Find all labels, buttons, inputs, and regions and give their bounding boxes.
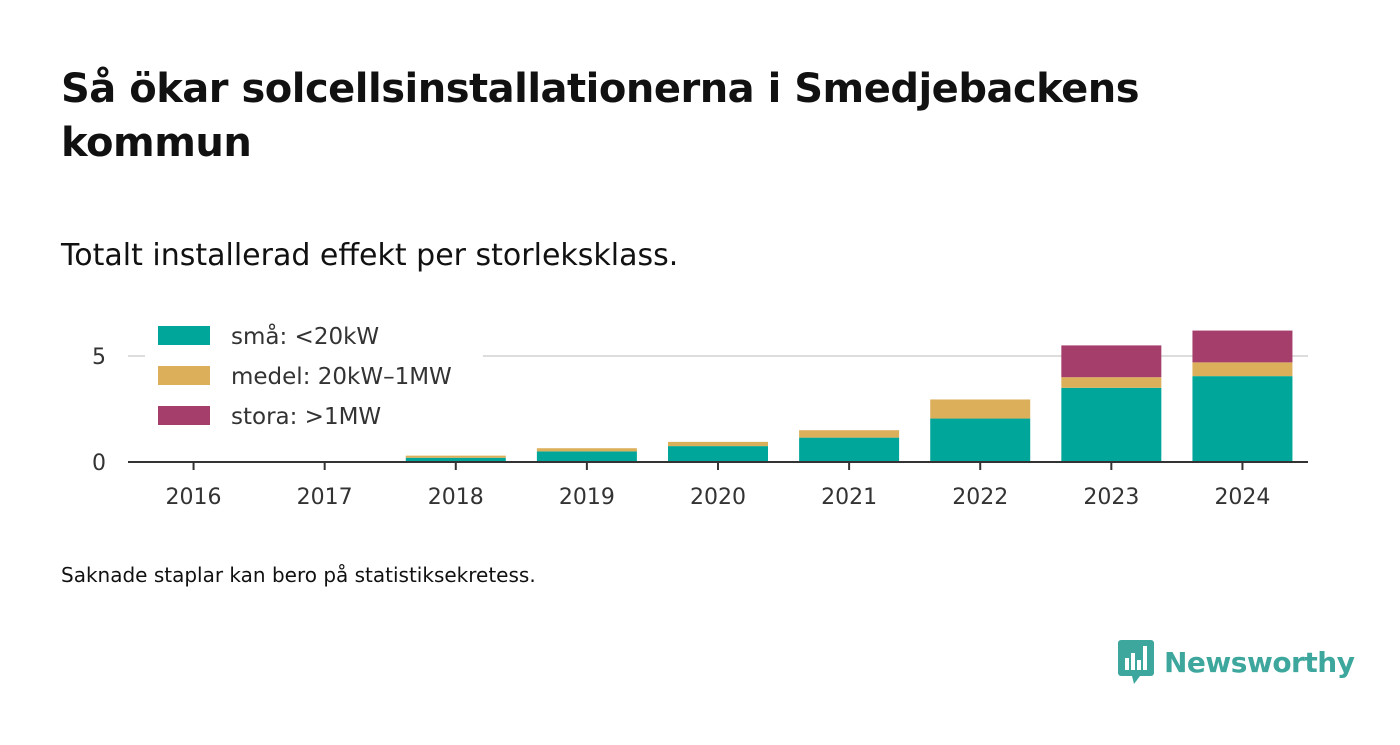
bar-segment-1 <box>405 457 506 462</box>
stacked-bar-chart: 05 2016 2017 2018 2019 2020 2021 2022 2023 2024 … <box>92 318 1308 510</box>
x-tick-label: 2018 <box>428 485 484 510</box>
x-tick-label: 2017 <box>297 485 353 510</box>
legend-swatch-1 <box>158 326 210 345</box>
bars <box>405 330 1293 462</box>
x-ticks: 2016 2017 2018 2019 2020 2021 2022 2023 2024 <box>166 462 1270 510</box>
x-tick-label: 2023 <box>1083 485 1139 510</box>
bar-segment-2 <box>1192 362 1293 377</box>
x-tick-label: 2019 <box>559 485 615 510</box>
bar-segment-1 <box>1192 376 1293 462</box>
bar-segment-2 <box>930 399 1031 419</box>
bar-segment-2 <box>799 430 900 438</box>
newsworthy-logo: Newsworthy <box>1118 640 1355 684</box>
bar-segment-2 <box>405 455 506 458</box>
bar-segment-1 <box>799 437 900 462</box>
footnote: Saknade staplar kan bero på statistiksek… <box>61 563 536 587</box>
x-tick-label: 2021 <box>821 485 877 510</box>
bar-segment-1 <box>536 451 637 462</box>
y-tick-label: 5 <box>92 345 106 370</box>
chart-subtitle: Totalt installerad effekt per storlekskl… <box>61 238 679 273</box>
bar-segment-3 <box>1192 330 1293 363</box>
bar-segment-1 <box>1061 387 1162 462</box>
newsworthy-logo-icon <box>1118 640 1154 684</box>
x-tick-label: 2016 <box>166 485 222 510</box>
legend-label-1: små: <20kW <box>231 322 379 350</box>
legend: små: <20kW medel: 20kW–1MW stora: >1MW <box>145 318 483 440</box>
bar-segment-2 <box>536 448 637 452</box>
bar-segment-1 <box>668 446 768 462</box>
brand-name: Newsworthy <box>1164 645 1355 679</box>
x-tick-label: 2020 <box>690 485 746 510</box>
chart-title: Så ökar solcellsinstallationerna i Smedj… <box>61 66 1140 166</box>
y-tick-labels: 05 <box>92 345 106 476</box>
y-tick-label: 0 <box>92 451 106 476</box>
legend-label-2: medel: 20kW–1MW <box>231 364 452 390</box>
bar-segment-2 <box>1061 377 1162 388</box>
legend-swatch-3 <box>158 406 210 425</box>
bar-segment-2 <box>668 441 768 447</box>
legend-swatch-2 <box>158 366 210 385</box>
x-tick-label: 2024 <box>1214 485 1270 510</box>
x-tick-label: 2022 <box>952 485 1008 510</box>
legend-label-3: stora: >1MW <box>231 404 381 430</box>
bar-segment-3 <box>1061 345 1162 378</box>
bar-segment-1 <box>930 418 1031 462</box>
